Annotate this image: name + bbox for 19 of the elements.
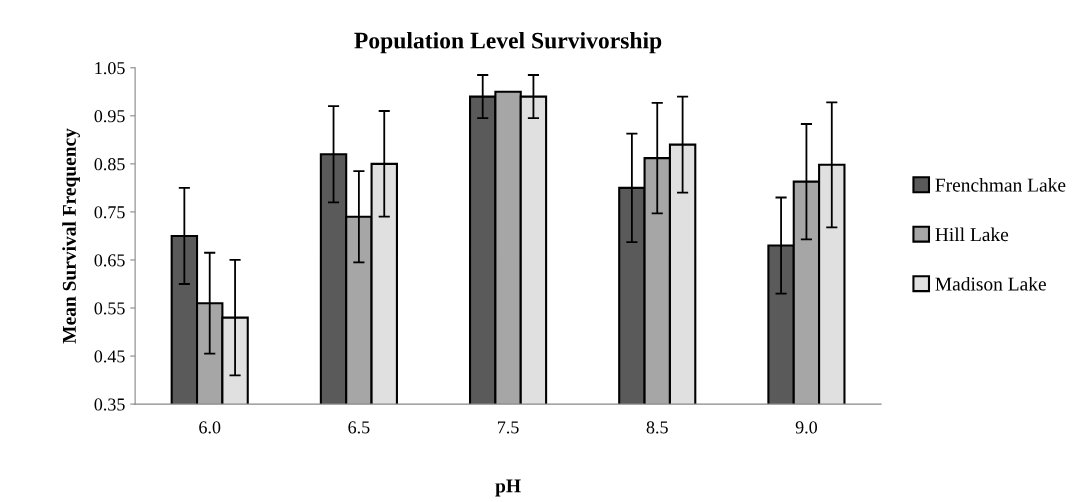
legend-label: Hill Lake xyxy=(935,227,1009,242)
legend-label: Madison Lake xyxy=(935,276,1046,291)
x-tick-label: 8.5 xyxy=(646,421,668,434)
y-tick-label: 0.85 xyxy=(94,158,125,171)
y-tick-label: 0.55 xyxy=(94,302,125,315)
x-tick-label: 6.0 xyxy=(199,421,221,434)
y-tick-label: 1.05 xyxy=(95,62,125,75)
y-tick-label: 0.45 xyxy=(94,350,125,363)
x-axis-title: pH xyxy=(495,479,521,497)
y-tick-label: 0.75 xyxy=(94,206,125,219)
y-tick-label: 0.65 xyxy=(94,254,125,267)
x-tick-label: 6.5 xyxy=(348,421,370,434)
x-tick-label: 9.0 xyxy=(795,421,818,434)
y-axis-title: Mean Survival Frequency xyxy=(62,128,80,344)
x-tick-label: 7.5 xyxy=(497,421,519,434)
chart-title: Population Level Survivorship xyxy=(354,31,662,54)
y-tick-label: 0.95 xyxy=(94,110,125,123)
legend-label: Frenchman Lake xyxy=(935,178,1066,192)
y-tick-label: 0.35 xyxy=(94,398,125,411)
